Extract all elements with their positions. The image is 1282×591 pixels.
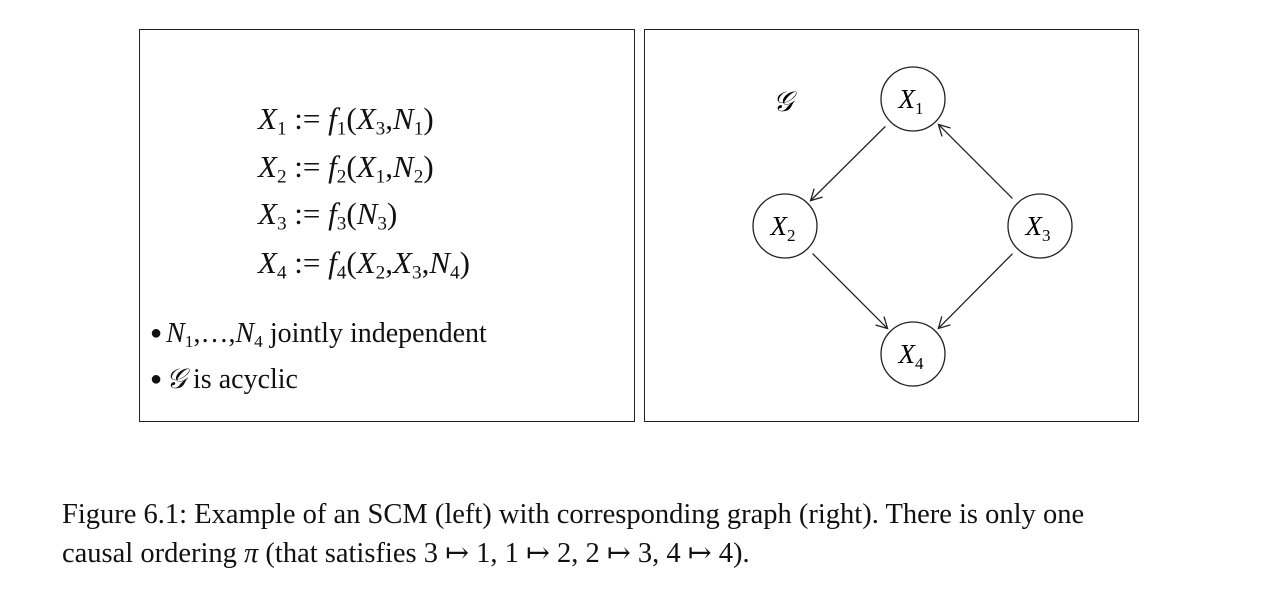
eq-arg-sub: 3 [411, 262, 422, 284]
eq-arg-sub: 3 [377, 213, 388, 235]
node-x3: X3 [1007, 193, 1073, 259]
eq-arg-sub: 2 [375, 262, 386, 284]
eq-arg-var: N [429, 245, 450, 280]
eq-function: f [328, 245, 337, 280]
eq-lhs-var: X [258, 245, 277, 280]
noise-sub: 4 [254, 331, 263, 351]
eq-arg-var: N [356, 196, 378, 231]
pi-symbol: π [244, 538, 259, 569]
eq-function: f [328, 196, 337, 231]
equation-x4: X4 := f4(X2,X3,N4) [258, 245, 470, 282]
eq-arg-sub: 4 [450, 262, 460, 284]
eq-arg-var: N [393, 101, 414, 136]
eq-arg-var: N [393, 149, 414, 184]
node-circle [880, 66, 946, 132]
noise-var: N [235, 318, 255, 349]
eq-assign: := [286, 101, 329, 136]
node-circle [1007, 193, 1073, 259]
node-x4: X4 [880, 321, 946, 387]
eq-arg-sub: 1 [413, 118, 424, 140]
ellipsis: ,…, [193, 318, 236, 349]
edge-x1-to-x2 [809, 126, 886, 202]
graph-label: 𝒢 [773, 85, 797, 118]
eq-arg-var: X [356, 245, 376, 280]
eq-paren: ( [346, 101, 357, 136]
eq-lhs-var: X [258, 101, 277, 136]
node-x2: X2 [752, 193, 818, 259]
node-circle [880, 321, 946, 387]
eq-arg-var: X [356, 101, 376, 136]
caption-text: (that satisfies 3 ↦ 1, 1 ↦ 2, 2 ↦ 3, 4 ↦… [258, 538, 750, 569]
scm-panel: X1 := f1(X3,N1) X2 := f2(X1,N2) X3 := f3… [139, 29, 635, 422]
equation-x2: X2 := f2(X1,N2) [258, 149, 434, 186]
eq-arg-var: X [356, 149, 376, 184]
eq-lhs-var: X [258, 196, 277, 231]
eq-paren: ) [423, 101, 434, 136]
eq-function: f [328, 101, 337, 136]
eq-comma: , [421, 245, 430, 280]
eq-paren: ) [387, 196, 398, 231]
eq-arg-sub: 1 [375, 166, 386, 188]
eq-function-sub: 3 [336, 213, 347, 235]
edge-x3-to-x4 [937, 253, 1013, 330]
eq-assign: := [286, 149, 329, 184]
eq-arg-sub: 3 [375, 118, 386, 140]
eq-assign: := [286, 196, 329, 231]
figure-caption: Figure 6.1: Example of an SCM (left) wit… [62, 495, 1227, 573]
graph-panel: 𝒢 X1 X2 X3 X4 [644, 29, 1139, 422]
eq-comma: , [385, 245, 394, 280]
eq-paren: ) [459, 245, 470, 280]
equation-x1: X1 := f1(X3,N1) [258, 101, 434, 138]
eq-function-sub: 1 [336, 118, 347, 140]
eq-function-sub: 4 [336, 262, 347, 284]
eq-lhs-sub: 4 [276, 262, 287, 284]
bullet-text: jointly independent [262, 318, 487, 349]
eq-assign: := [286, 245, 329, 280]
eq-function-sub: 2 [336, 166, 347, 188]
bullet-dot: ● [150, 322, 163, 344]
bullet-acyclic: ● 𝒢 is acyclic [150, 365, 298, 394]
node-label: X4 [898, 339, 925, 373]
noise-sub: 1 [184, 331, 194, 351]
eq-comma: , [385, 149, 394, 184]
eq-lhs-var: X [258, 149, 277, 184]
causal-graph: 𝒢 X1 X2 X3 X4 [752, 66, 1073, 387]
caption-line-1: Figure 6.1: Example of an SCM (left) wit… [62, 499, 1085, 530]
caption-line-2: causal ordering π (that satisfies 3 ↦ 1,… [62, 534, 1227, 573]
eq-paren: ( [346, 196, 357, 231]
eq-lhs-sub: 1 [276, 118, 287, 140]
eq-lhs-sub: 2 [276, 166, 287, 188]
caption-text: causal ordering [62, 538, 245, 569]
edge-x2-to-x4 [812, 253, 889, 330]
eq-paren: ) [423, 149, 434, 184]
node-label: X3 [1025, 211, 1051, 245]
eq-arg-var: X [393, 245, 412, 280]
bullet-text: is acyclic [186, 364, 298, 395]
bullet-noise-independence: ● N1,…,N4 jointly independent [150, 318, 487, 351]
eq-paren: ( [346, 149, 357, 184]
noise-var: N [166, 318, 185, 349]
bullet-dot: ● [150, 368, 163, 390]
node-label: X1 [898, 84, 924, 118]
node-circle [752, 193, 818, 259]
eq-paren: ( [346, 245, 357, 280]
graph-symbol: 𝒢 [166, 362, 187, 395]
eq-arg-sub: 2 [413, 166, 424, 188]
node-label: X2 [770, 211, 796, 245]
eq-lhs-sub: 3 [276, 213, 287, 235]
edge-x3-to-x1 [937, 123, 1013, 199]
equation-x3: X3 := f3(N3) [258, 196, 398, 233]
node-x1: X1 [880, 66, 946, 132]
eq-function: f [328, 149, 337, 184]
eq-comma: , [385, 101, 394, 136]
